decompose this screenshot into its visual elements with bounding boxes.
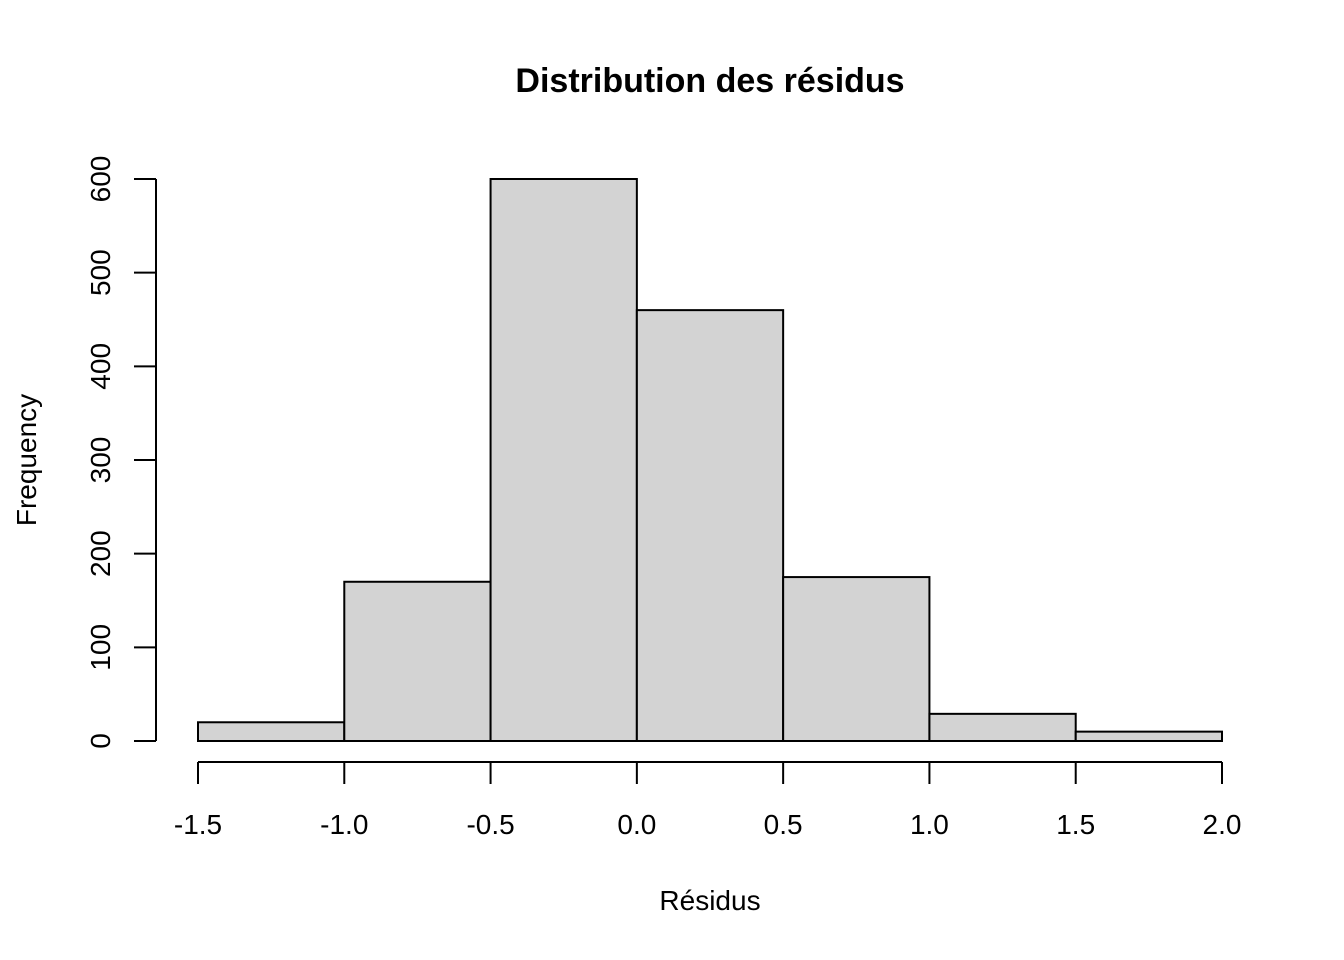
y-axis: 0 100 200 300 400 500 600 (85, 156, 157, 749)
y-tick-label: 600 (85, 156, 116, 203)
histogram-bar (343, 580, 492, 742)
histogram-bar (197, 721, 346, 742)
y-axis-label: Frequency (11, 394, 42, 526)
y-tick-label: 400 (85, 343, 116, 390)
x-tick-label: 2.0 (1203, 809, 1242, 840)
histogram-bar (635, 309, 785, 742)
y-tick-label: 200 (85, 530, 116, 577)
x-tick-label: -1.5 (174, 809, 222, 840)
bars-group (197, 178, 1223, 743)
y-tick-label: 500 (85, 249, 116, 296)
histogram-bar (782, 576, 931, 742)
x-tick-label: 0.0 (617, 809, 656, 840)
x-tick-label: -1.0 (320, 809, 368, 840)
x-axis: -1.5 -1.0 -0.5 0.0 0.5 1.0 1.5 2.0 (174, 761, 1242, 840)
y-tick-label: 100 (85, 624, 116, 671)
chart-title: Distribution des résidus (515, 62, 904, 100)
histogram-bar (489, 178, 638, 742)
y-tick-label: 0 (85, 733, 116, 749)
x-tick-label: 0.5 (764, 809, 803, 840)
histogram-bar (1074, 730, 1223, 743)
histogram-bar (928, 712, 1077, 743)
x-axis-label: Résidus (659, 885, 760, 916)
x-tick-label: 1.5 (1056, 809, 1095, 840)
y-tick-label: 300 (85, 437, 116, 484)
x-tick-label: 1.0 (910, 809, 949, 840)
x-tick-label: -0.5 (466, 809, 514, 840)
